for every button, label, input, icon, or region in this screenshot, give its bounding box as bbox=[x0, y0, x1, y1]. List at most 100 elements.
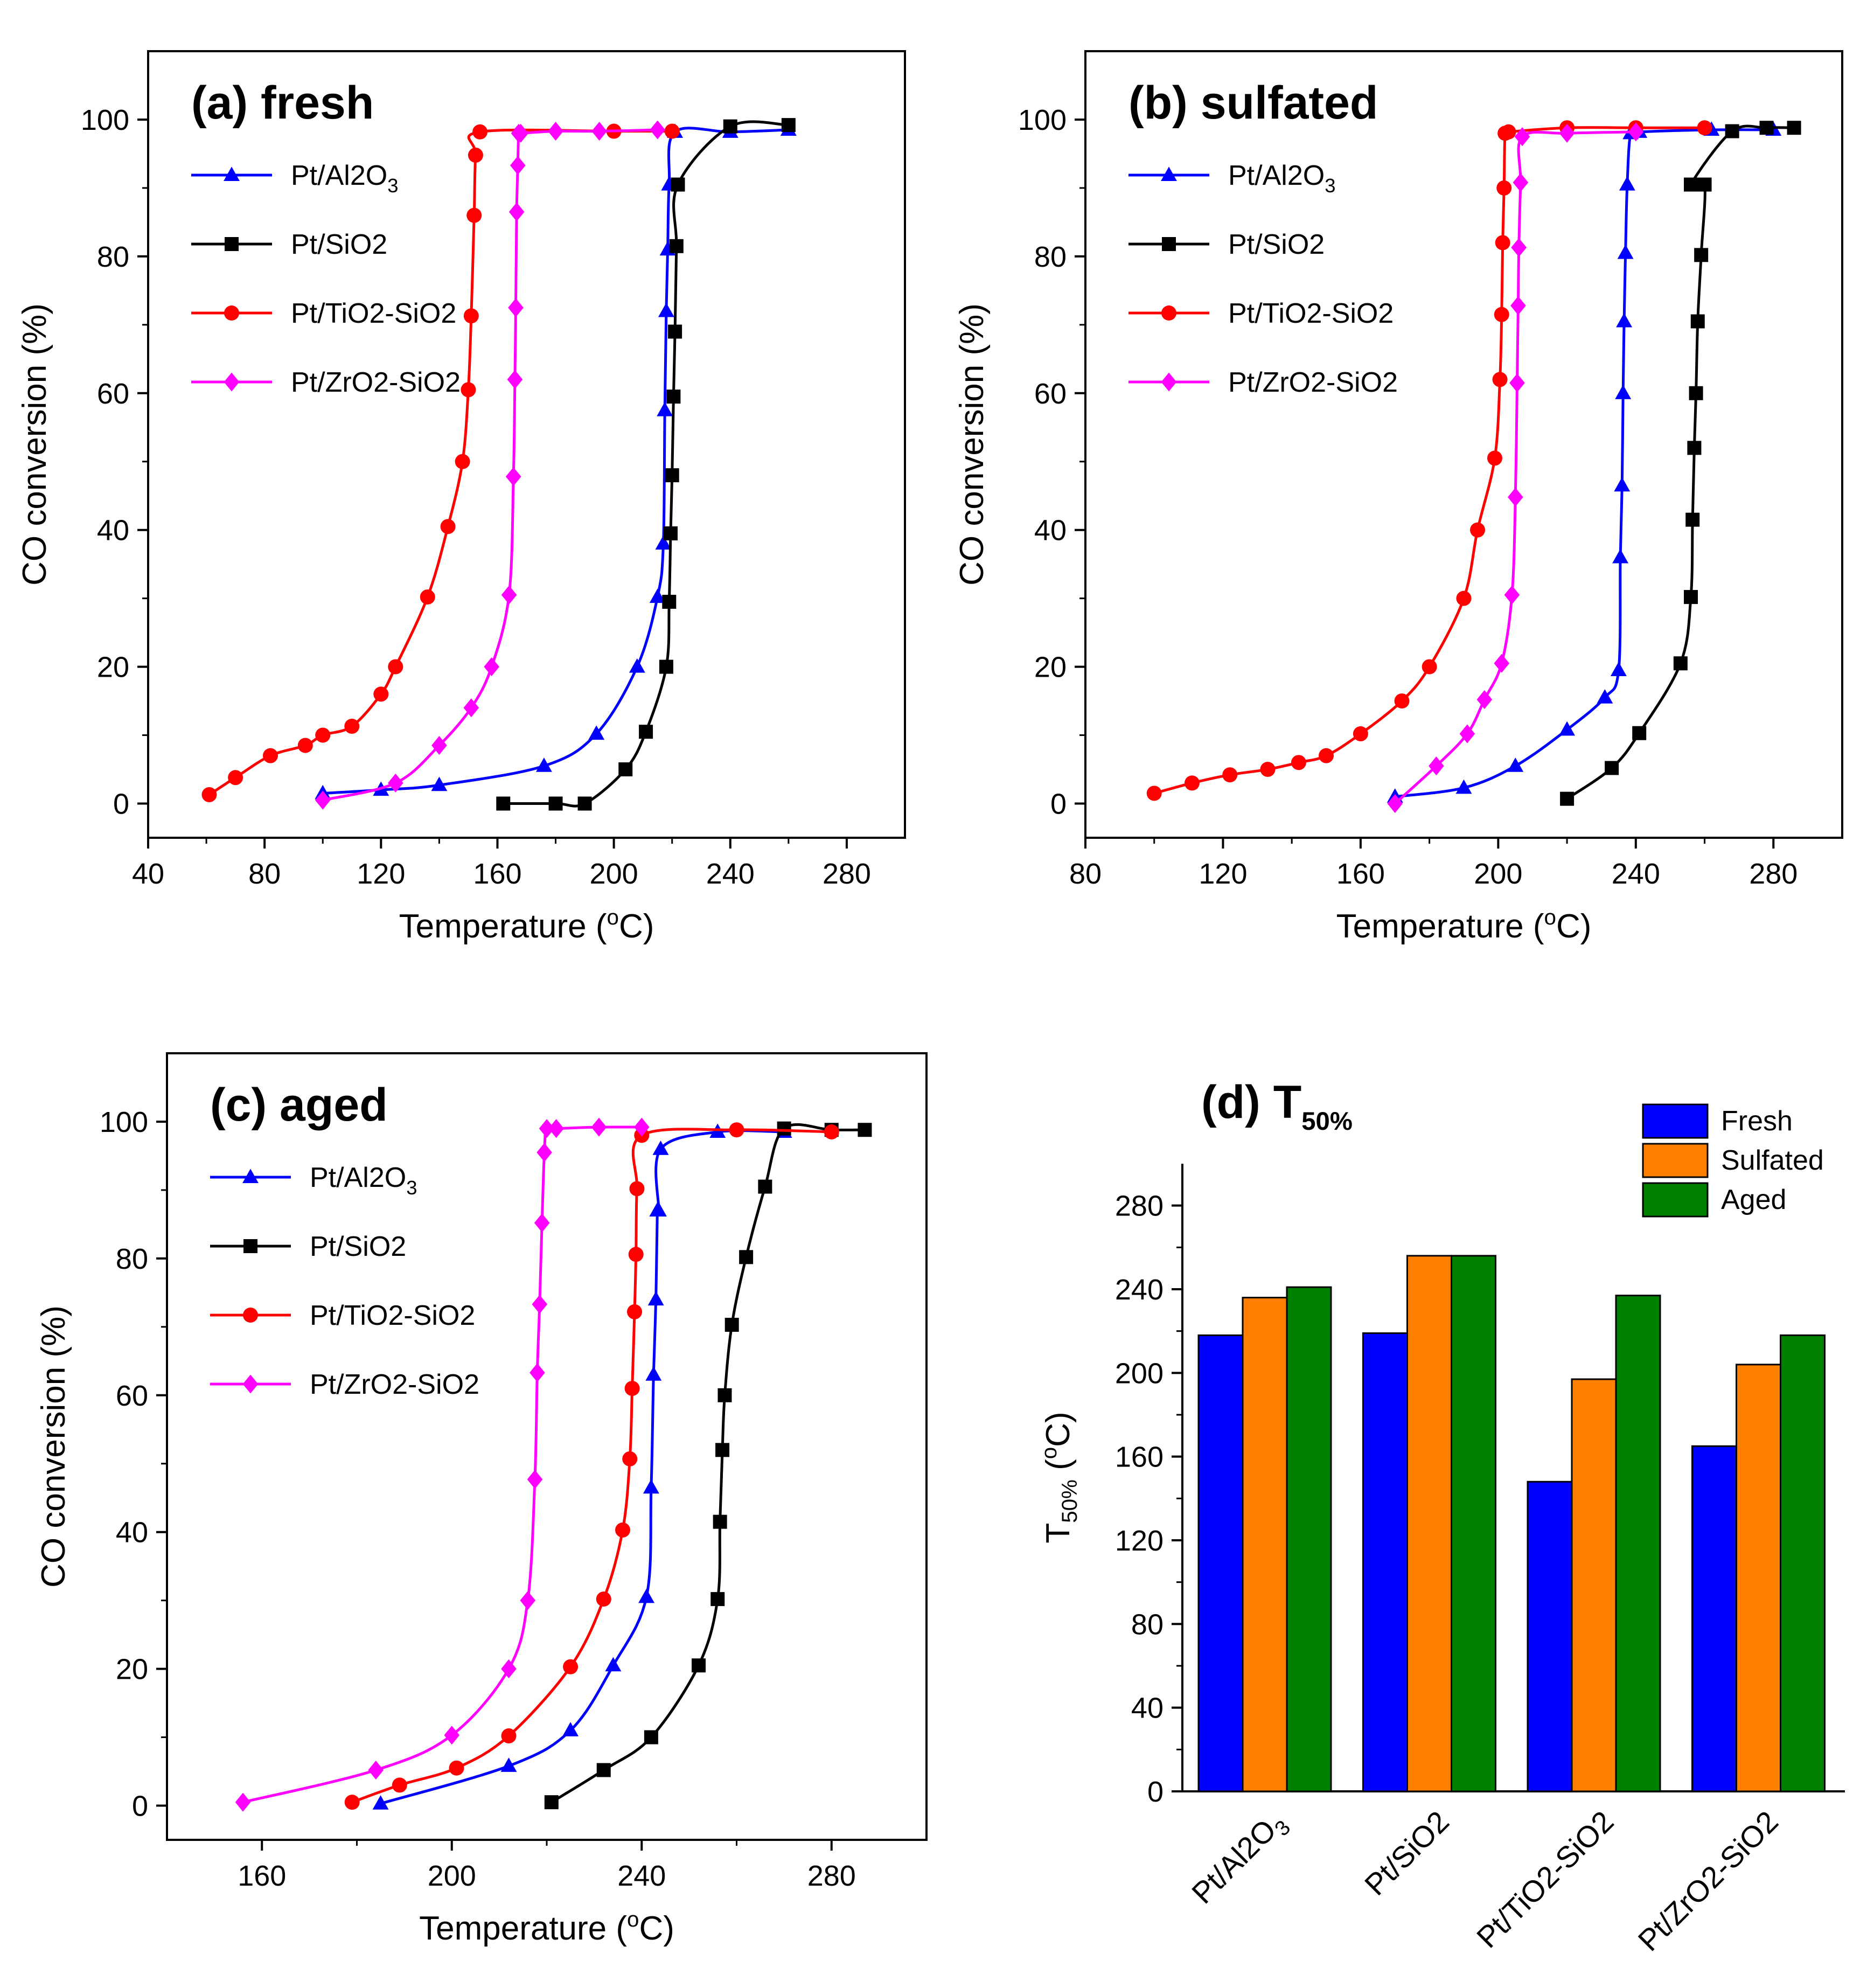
data-point bbox=[658, 302, 674, 317]
data-point bbox=[532, 1295, 548, 1314]
data-point bbox=[500, 1757, 517, 1772]
data-point bbox=[1260, 762, 1276, 777]
data-point bbox=[650, 120, 665, 140]
data-point bbox=[1487, 450, 1502, 466]
data-point bbox=[1614, 477, 1631, 492]
data-point bbox=[627, 1304, 643, 1319]
legend-label: Pt/SiO2 bbox=[1228, 229, 1325, 260]
data-point bbox=[505, 467, 521, 486]
data-point bbox=[1619, 176, 1635, 191]
x-tick-label: 160 bbox=[473, 858, 521, 890]
data-point bbox=[596, 1591, 611, 1607]
data-point bbox=[562, 1722, 579, 1736]
y-tick-label: 80 bbox=[1034, 241, 1067, 273]
x-tick-label: 80 bbox=[248, 858, 281, 890]
data-point bbox=[1184, 775, 1200, 791]
data-point bbox=[1291, 755, 1306, 770]
data-point bbox=[645, 1366, 662, 1381]
data-point bbox=[388, 773, 403, 793]
data-point bbox=[715, 1443, 730, 1457]
data-point bbox=[628, 1247, 644, 1262]
data-point bbox=[228, 770, 243, 786]
data-point bbox=[710, 1592, 725, 1607]
legend-marker bbox=[224, 372, 240, 392]
data-point bbox=[666, 390, 681, 404]
y-tick-label: 0 bbox=[132, 1790, 148, 1823]
plot-frame bbox=[166, 1052, 928, 1841]
data-point bbox=[466, 207, 482, 223]
data-point bbox=[1319, 748, 1334, 763]
data-point bbox=[468, 147, 483, 163]
data-point bbox=[671, 177, 685, 192]
legend-swatch bbox=[1642, 1143, 1709, 1178]
x-tick-label: 240 bbox=[1612, 858, 1660, 890]
series-line bbox=[208, 128, 672, 796]
data-point bbox=[577, 796, 592, 811]
data-point bbox=[1725, 124, 1739, 138]
x-tick-label: 280 bbox=[823, 858, 871, 890]
legend-marker bbox=[1161, 372, 1177, 392]
data-point bbox=[1387, 794, 1403, 814]
series-line bbox=[380, 1129, 784, 1805]
data-point bbox=[484, 657, 499, 677]
y-tick-label: 240 bbox=[1115, 1274, 1164, 1306]
data-point bbox=[507, 370, 523, 389]
data-point bbox=[1504, 585, 1520, 604]
data-point bbox=[368, 1760, 384, 1780]
data-point bbox=[431, 776, 448, 791]
data-point bbox=[372, 1795, 389, 1810]
data-point bbox=[344, 1795, 360, 1810]
data-point bbox=[639, 725, 653, 739]
data-point bbox=[633, 1117, 650, 1137]
data-point bbox=[262, 748, 278, 763]
data-point bbox=[392, 1777, 407, 1793]
series-line bbox=[503, 120, 789, 808]
y-tick-label: 80 bbox=[97, 241, 129, 273]
data-point bbox=[1559, 721, 1576, 736]
x-tick-label: 80 bbox=[1069, 858, 1102, 890]
y-tick-label: 100 bbox=[81, 104, 129, 136]
data-point bbox=[591, 1117, 607, 1137]
data-point bbox=[420, 589, 435, 605]
series-line bbox=[1395, 128, 1774, 798]
data-point bbox=[624, 1381, 640, 1396]
bar bbox=[1615, 1295, 1661, 1792]
y-tick-label: 20 bbox=[97, 651, 129, 684]
y-tick-label: 200 bbox=[1115, 1357, 1164, 1389]
legend-marker bbox=[242, 1374, 259, 1394]
data-point bbox=[1605, 761, 1619, 775]
data-point bbox=[1511, 238, 1527, 257]
data-point bbox=[723, 119, 737, 134]
data-point bbox=[1496, 180, 1512, 196]
data-point bbox=[1612, 548, 1629, 564]
category-label: Pt/Al2O3 bbox=[1185, 1804, 1295, 1914]
data-point bbox=[1422, 659, 1437, 675]
data-point bbox=[463, 308, 479, 324]
data-point bbox=[1514, 127, 1530, 147]
data-point bbox=[668, 324, 682, 339]
y-tick-label: 0 bbox=[113, 788, 129, 821]
legend-label: Pt/Al2O3 bbox=[1228, 160, 1335, 197]
legend-label: Pt/ZrO2-SiO2 bbox=[291, 367, 461, 398]
bar bbox=[1242, 1297, 1288, 1792]
data-point bbox=[530, 1363, 545, 1382]
data-point bbox=[201, 787, 217, 803]
data-point bbox=[1685, 512, 1700, 527]
data-point bbox=[1476, 690, 1493, 710]
bar bbox=[1197, 1334, 1244, 1792]
data-point bbox=[1787, 121, 1801, 135]
data-point bbox=[444, 1726, 460, 1745]
data-point bbox=[1459, 724, 1475, 743]
data-point bbox=[1617, 244, 1634, 259]
data-point bbox=[1615, 385, 1632, 399]
legend-marker bbox=[1161, 305, 1176, 321]
data-point bbox=[724, 1318, 739, 1332]
data-point bbox=[824, 1124, 839, 1139]
data-point bbox=[501, 585, 517, 604]
y-tick-label: 40 bbox=[97, 515, 129, 547]
legend-label: Sulfated bbox=[1721, 1145, 1824, 1176]
panel-b: 80 120 160 200 240 280 0 20 40 60 80 100 Temperature… bbox=[953, 50, 1843, 945]
data-point bbox=[1610, 662, 1627, 677]
x-tick-label: 240 bbox=[706, 858, 755, 890]
